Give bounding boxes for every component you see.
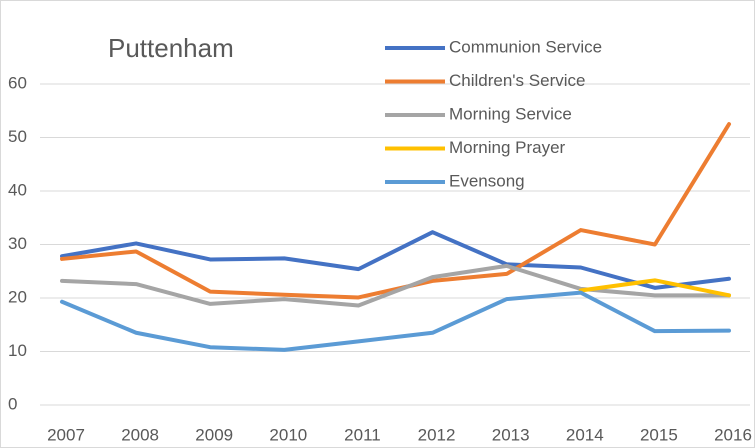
y-tick-label: 40: [8, 180, 27, 199]
x-tick-label: 2012: [418, 425, 456, 444]
y-tick-label: 20: [8, 287, 27, 306]
y-tick-label: 30: [8, 234, 27, 253]
x-tick-label: 2007: [47, 425, 85, 444]
x-tick-label: 2015: [640, 425, 678, 444]
series-line: [578, 278, 731, 298]
y-tick-label: 0: [8, 394, 17, 413]
x-tick-label: 2016: [714, 425, 752, 444]
legend-label: Morning Service: [449, 104, 572, 123]
y-tick-label: 10: [8, 341, 27, 360]
x-tick-label: 2011: [344, 425, 381, 444]
x-tick-label: 2008: [121, 425, 159, 444]
y-tick-label: 50: [8, 127, 27, 146]
y-tick-label: 60: [8, 73, 27, 92]
x-tick-label: 2014: [566, 425, 604, 444]
x-tick-label: 2013: [492, 425, 530, 444]
x-tick-label: 2010: [269, 425, 307, 444]
chart-title: Puttenham: [108, 33, 234, 63]
legend-label: Communion Service: [449, 37, 602, 56]
series-line: [60, 263, 731, 308]
x-tick-label: 2009: [195, 425, 233, 444]
series-line: [60, 230, 731, 290]
series-line: [60, 290, 731, 352]
legend-label: Evensong: [449, 171, 525, 190]
legend-label: Morning Prayer: [449, 138, 566, 157]
legend-label: Children's Service: [449, 71, 585, 90]
